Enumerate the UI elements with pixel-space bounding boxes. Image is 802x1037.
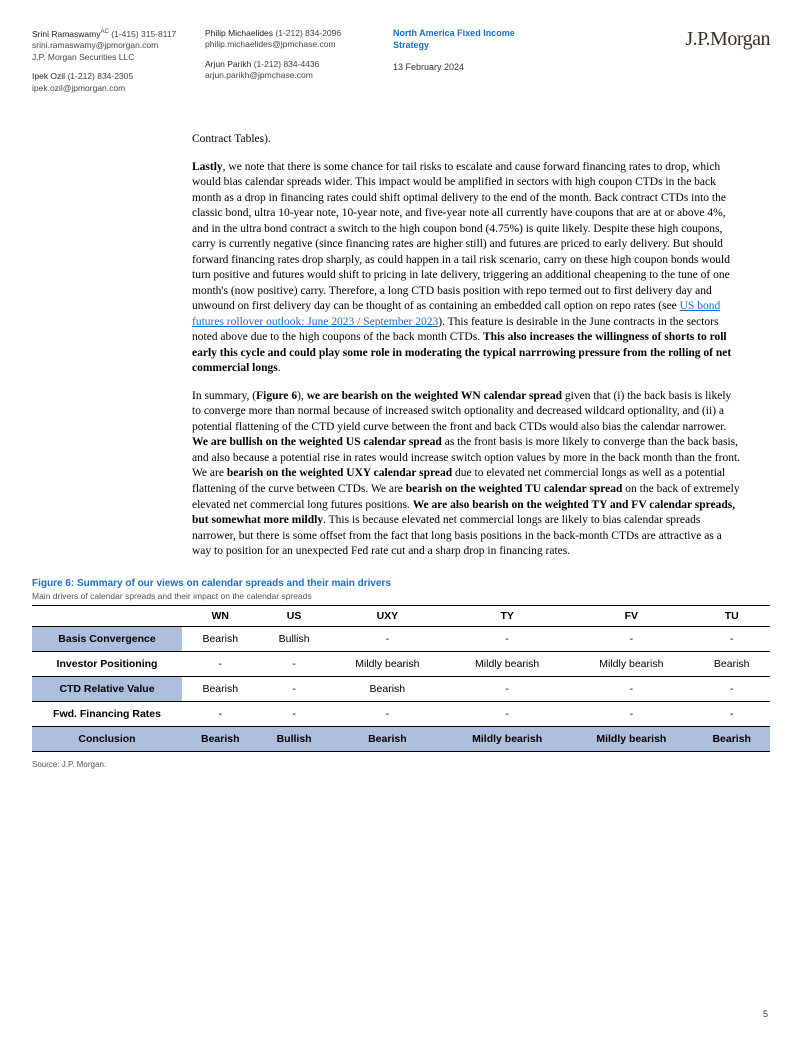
table-cell: - xyxy=(259,651,330,676)
table-row: Investor Positioning--Mildly bearishMild… xyxy=(32,651,770,676)
conclusion-cell: Mildly bearish xyxy=(445,726,569,751)
table-source: Source: J.P. Morgan. xyxy=(32,760,770,769)
table-cell: - xyxy=(569,701,693,726)
table-cell: Mildly bearish xyxy=(330,651,445,676)
table-cell: Bearish xyxy=(182,676,259,701)
author-email: srini.ramaswamy@jpmorgan.com xyxy=(32,40,158,50)
para1-rest: , we note that there is some chance for … xyxy=(192,161,730,313)
author-name: Arjun Parikh xyxy=(205,59,251,69)
table-cell: - xyxy=(693,701,770,726)
table-cell: - xyxy=(330,626,445,651)
table-header-row: WN US UXY TY FV TU xyxy=(32,605,770,626)
p2-bold4: bearish on the weighted TU calendar spre… xyxy=(406,483,623,495)
table-cell: - xyxy=(569,676,693,701)
paragraph-lastly: Lastly, we note that there is some chanc… xyxy=(192,160,742,377)
table-cell: - xyxy=(259,701,330,726)
author-block: Ipek Ozil (1-212) 834-2305 ipek.ozil@jpm… xyxy=(32,71,187,94)
figure-subcaption: Main drivers of calendar spreads and the… xyxy=(32,591,770,601)
table-row: CTD Relative ValueBearish-Bearish--- xyxy=(32,676,770,701)
p2-bold3: bearish on the weighted UXY calendar spr… xyxy=(227,467,452,479)
conclusion-cell: Bearish xyxy=(693,726,770,751)
p2-bold2: We are bullish on the weighted US calend… xyxy=(192,436,442,448)
table-cell: - xyxy=(445,676,569,701)
table-row: Fwd. Financing Rates------ xyxy=(32,701,770,726)
lead-word: Lastly xyxy=(192,161,223,173)
table-cell: Mildly bearish xyxy=(569,651,693,676)
author-column-2: Philip Michaelides (1-212) 834-2096 phil… xyxy=(205,28,375,102)
para1-end: . xyxy=(278,362,281,374)
author-block: Srini RamaswamyAC (1-415) 315-8117 srini… xyxy=(32,28,187,63)
row-label: Basis Convergence xyxy=(32,626,182,651)
paragraph-summary: In summary, (Figure 6), we are bearish o… xyxy=(192,389,742,560)
table-cell: Mildly bearish xyxy=(445,651,569,676)
paragraph-contract-tables: Contract Tables). xyxy=(192,132,742,148)
author-block: Philip Michaelides (1-212) 834-2096 phil… xyxy=(205,28,375,51)
strategy-line1: North America Fixed Income xyxy=(393,28,515,38)
figure-ref: Figure 6 xyxy=(256,390,297,402)
table-cell: Bearish xyxy=(182,626,259,651)
table-cell: - xyxy=(445,701,569,726)
conclusion-cell: Bearish xyxy=(330,726,445,751)
table-cell: Bullish xyxy=(259,626,330,651)
p2-bold1: we are bearish on the weighted WN calend… xyxy=(307,390,562,402)
author-phone: (1-415) 315-8117 xyxy=(111,29,176,39)
table-cell: Bearish xyxy=(693,651,770,676)
strategy-title: North America Fixed Income Strategy xyxy=(393,28,543,51)
col-header: US xyxy=(259,605,330,626)
author-block: Arjun Parikh (1-212) 834-4436 arjun.pari… xyxy=(205,59,375,82)
author-email: philip.michaelides@jpmchase.com xyxy=(205,39,336,49)
p2-b: ), xyxy=(297,390,307,402)
author-phone: (1-212) 834-4436 xyxy=(254,59,320,69)
conclusion-cell: Bearish xyxy=(182,726,259,751)
p2-a: In summary, ( xyxy=(192,390,256,402)
table-cell: - xyxy=(182,701,259,726)
figure-caption: Figure 6: Summary of our views on calend… xyxy=(32,578,770,589)
conclusion-cell: Bullish xyxy=(259,726,330,751)
author-sup: AC xyxy=(101,29,109,35)
col-header: UXY xyxy=(330,605,445,626)
author-name: Srini Ramaswamy xyxy=(32,29,101,39)
page-number: 5 xyxy=(763,1009,768,1019)
author-column-1: Srini RamaswamyAC (1-415) 315-8117 srini… xyxy=(32,28,187,102)
col-header: TY xyxy=(445,605,569,626)
table-cell: - xyxy=(259,676,330,701)
document-header: Srini RamaswamyAC (1-415) 315-8117 srini… xyxy=(0,0,802,102)
table-row: Basis ConvergenceBearishBullish---- xyxy=(32,626,770,651)
table-cell: - xyxy=(693,626,770,651)
author-email: ipek.ozil@jpmorgan.com xyxy=(32,83,125,93)
row-label: CTD Relative Value xyxy=(32,676,182,701)
header-blank xyxy=(32,605,182,626)
col-header: TU xyxy=(693,605,770,626)
author-name: Ipek Ozil xyxy=(32,71,65,81)
jpmorgan-logo: J.P.Morgan xyxy=(685,28,770,51)
table-cell: - xyxy=(445,626,569,651)
table-cell: Bearish xyxy=(330,676,445,701)
body-text: Contract Tables). Lastly, we note that t… xyxy=(192,132,742,559)
row-label: Investor Positioning xyxy=(32,651,182,676)
strategy-column: North America Fixed Income Strategy 13 F… xyxy=(393,28,543,102)
publication-date: 13 February 2024 xyxy=(393,61,543,73)
strategy-line2: Strategy xyxy=(393,40,429,50)
col-header: WN xyxy=(182,605,259,626)
table-cell: - xyxy=(693,676,770,701)
author-phone: (1-212) 834-2096 xyxy=(275,28,341,38)
calendar-spread-table: WN US UXY TY FV TU Basis ConvergenceBear… xyxy=(32,605,770,752)
table-cell: - xyxy=(182,651,259,676)
col-header: FV xyxy=(569,605,693,626)
table-cell: - xyxy=(330,701,445,726)
table-cell: - xyxy=(569,626,693,651)
author-email: arjun.parikh@jpmchase.com xyxy=(205,70,313,80)
conclusion-label: Conclusion xyxy=(32,726,182,751)
author-name: Philip Michaelides xyxy=(205,28,273,38)
row-label: Fwd. Financing Rates xyxy=(32,701,182,726)
author-org: J.P. Morgan Securities LLC xyxy=(32,52,134,62)
conclusion-cell: Mildly bearish xyxy=(569,726,693,751)
author-phone: (1-212) 834-2305 xyxy=(67,71,133,81)
conclusion-row: ConclusionBearishBullishBearishMildly be… xyxy=(32,726,770,751)
